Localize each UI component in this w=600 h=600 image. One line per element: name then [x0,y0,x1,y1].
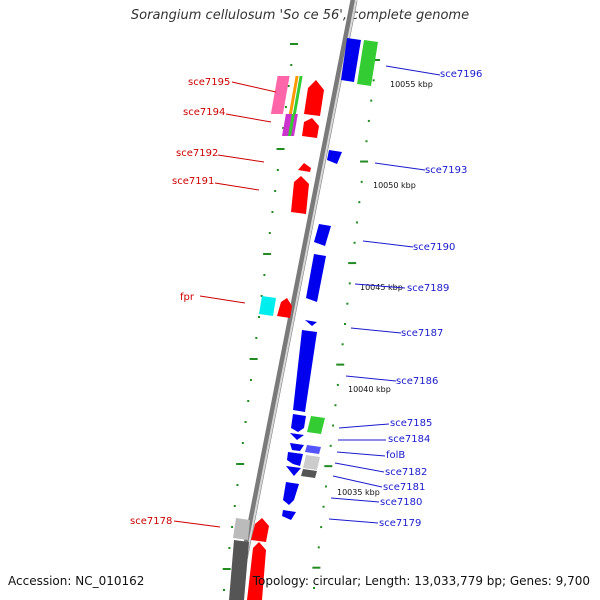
accession-text: Accession: NC_010162 [8,574,145,588]
gene-label-sce7179[interactable]: sce7179 [379,518,421,529]
gene-sce7185-arrow-green[interactable] [307,416,325,434]
gene-folB-arrow-blue[interactable] [290,443,304,451]
gene-label-sce7192[interactable]: sce7192 [176,148,218,159]
scale-label-10035: 10035 kbp [337,488,380,497]
gene-sce7178-arrow-red[interactable] [251,518,269,542]
gene-sce7180-arrow[interactable] [283,482,299,505]
scale-label-10055: 10055 kbp [390,80,433,89]
gene-label-sce7184[interactable]: sce7184 [388,434,430,445]
gene-sce7178-arrow-gray[interactable] [233,518,250,540]
gene-label-sce7191[interactable]: sce7191 [172,176,214,187]
map-title: Sorangium cellulosum 'So ce 56', complet… [130,8,470,23]
gene-sce7182-arrow[interactable] [287,452,303,466]
gene-label-folB[interactable]: folB [386,450,405,461]
gene-label-sce7180[interactable]: sce7180 [380,497,422,508]
right-tick-marks [312,59,380,589]
left-tick-marks [222,43,298,591]
gene-sce7181-arrow[interactable] [286,466,301,476]
gene-sce7182-arrow-gray[interactable] [303,455,320,470]
gene-sce7187-arrow[interactable] [305,320,317,326]
scale-label-10045: 10045 kbp [360,283,403,292]
gene-label-sce7195[interactable]: sce7195 [188,77,230,88]
gene-label-sce7190[interactable]: sce7190 [413,242,455,253]
gene-sce7184-arrow[interactable] [290,433,304,440]
forward-strand-genes [229,76,324,600]
gene-label-sce7196[interactable]: sce7196 [440,69,482,80]
gene-sce7191-arrow[interactable] [291,176,309,214]
gene-sce7185-arrow-blue[interactable] [291,414,306,432]
gene-label-sce7194[interactable]: sce7194 [183,107,225,118]
gene-sce7186-arrow[interactable] [293,330,317,412]
gene-sce7194-stripe [288,114,295,136]
gene-sce7177-arrow-gray[interactable] [229,540,249,600]
gene-sce7194-arrow[interactable] [302,118,319,138]
scale-label-10050: 10050 kbp [373,181,416,190]
gene-label-sce7178[interactable]: sce7178 [130,516,172,527]
gene-sce7195-multicolor[interactable] [270,76,290,114]
gene-sce7190-arrow[interactable] [314,224,331,246]
gene-label-sce7185[interactable]: sce7185 [390,418,432,429]
gene-label-sce7187[interactable]: sce7187 [401,328,443,339]
scale-label-10040: 10040 kbp [348,385,391,394]
genome-backbone [232,0,358,600]
gene-label-sce7189[interactable]: sce7189 [407,283,449,294]
gene-sce7195-stripe-1 [292,76,303,114]
gene-sce7192-arrow[interactable] [298,163,311,172]
gene-sce7193-arrow[interactable] [327,150,342,164]
gene-sce7195-arrow[interactable] [304,80,324,116]
reverse-strand-genes [282,38,378,520]
topology-text: Topology: circular; Length: 13,033,779 b… [252,574,590,588]
gene-label-sce7186[interactable]: sce7186 [396,376,438,387]
gene-sce7196-arrow[interactable] [341,38,361,82]
gene-sce7189-arrow[interactable] [306,254,326,302]
gene-label-sce7181[interactable]: sce7181 [383,482,425,493]
gene-fpr-arrow-cyan[interactable] [259,296,276,316]
gene-sce7179-arrow[interactable] [282,510,296,520]
gene-fpr-arrow-red[interactable] [277,298,292,318]
gene-label-sce7193[interactable]: sce7193 [425,165,467,176]
gene-folB-arrow-white[interactable] [305,445,321,454]
gene-label-sce7182[interactable]: sce7182 [385,467,427,478]
genome-backbone-highlight [237,0,357,600]
label-leaders [173,65,441,528]
gene-sce7177-arrow-red[interactable] [247,542,266,600]
gene-sce7195-stripe-2 [288,76,299,114]
gene-sce7196-arrow-green[interactable] [357,40,378,86]
gene-label-fpr[interactable]: fpr [180,292,195,303]
gene-sce7181-arrow-gray[interactable] [301,469,317,478]
